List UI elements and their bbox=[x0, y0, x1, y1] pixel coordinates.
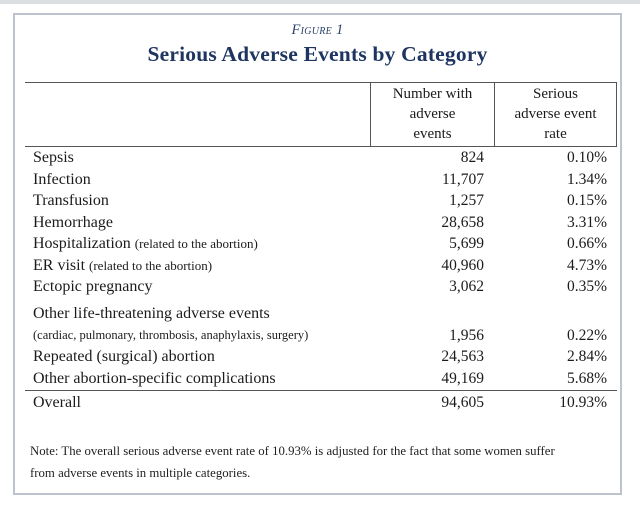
table-header-row: Number with adverse events Serious adver… bbox=[25, 82, 617, 147]
category-qualifier: (cardiac, pulmonary, thrombosis, anaphyl… bbox=[33, 327, 309, 342]
cell-category: Overall bbox=[33, 394, 81, 411]
cell-number: 49,169 bbox=[441, 369, 484, 387]
cell-category: ER visit (related to the abortion) bbox=[25, 255, 370, 277]
footnote-text: Note: The overall serious adverse event … bbox=[30, 440, 620, 484]
header-line: adverse bbox=[409, 106, 456, 122]
header-line: rate bbox=[544, 126, 567, 142]
cell-number: 11,707 bbox=[441, 170, 484, 188]
cell-rate: 0.10% bbox=[566, 149, 607, 166]
cell-rate: 0.15% bbox=[566, 192, 607, 209]
category-label: ER visit bbox=[33, 256, 86, 274]
cell-category: Other abortion-specific complications bbox=[33, 369, 276, 387]
cell-rate: 5.68% bbox=[566, 369, 607, 387]
footnote-line: Note: The overall serious adverse event … bbox=[30, 444, 555, 458]
column-header-number: Number with adverse events bbox=[370, 83, 494, 146]
table-row-transfusion: Transfusion 1,257 0.15% bbox=[25, 190, 617, 212]
footnote-line: from adverse events in multiple categori… bbox=[30, 466, 251, 480]
cell-number: 824 bbox=[460, 149, 484, 166]
category-qualifier: (related to the abortion) bbox=[89, 257, 213, 273]
header-line: adverse event bbox=[514, 106, 597, 122]
table-row-hospitalization: Hospitalization (related to the abortion… bbox=[25, 233, 617, 255]
column-header-category bbox=[25, 83, 370, 146]
table-row-sepsis: Sepsis 824 0.10% bbox=[25, 147, 617, 169]
table-row-er-visit: ER visit (related to the abortion) 40,96… bbox=[25, 255, 617, 277]
page-title: Serious Adverse Events by Category bbox=[147, 42, 488, 66]
cell-category: Infection bbox=[33, 170, 91, 188]
category-label: Hospitalization bbox=[33, 235, 131, 252]
adverse-events-table: Number with adverse events Serious adver… bbox=[25, 82, 617, 414]
cell-number: 3,062 bbox=[449, 278, 484, 295]
cell-number: 1,956 bbox=[449, 326, 484, 344]
header-line: Number with bbox=[392, 86, 473, 102]
table-row-ectopic-pregnancy: Ectopic pregnancy 3,062 0.35% bbox=[25, 276, 617, 298]
cell-category: Repeated (surgical) abortion bbox=[33, 348, 215, 365]
table-row-overall: Overall 94,605 10.93% bbox=[25, 391, 617, 414]
cell-rate: 10.93% bbox=[559, 394, 607, 411]
cell-number: 40,960 bbox=[441, 256, 484, 274]
cell-category: Ectopic pregnancy bbox=[33, 278, 153, 295]
cell-rate: 1.34% bbox=[566, 170, 607, 188]
cell-rate: 2.84% bbox=[566, 348, 607, 365]
figure-panel: Figure 1 Serious Adverse Events by Categ… bbox=[13, 13, 622, 495]
table-row-other-life-threatening: Other life-threatening adverse events (c… bbox=[25, 303, 617, 347]
category-main-line: Other life-threatening adverse events bbox=[25, 303, 617, 325]
cell-number: 1,257 bbox=[449, 192, 484, 209]
cell-rate: 0.66% bbox=[566, 235, 607, 252]
column-header-rate: Serious adverse event rate bbox=[494, 83, 617, 146]
category-qualifier-line: (cardiac, pulmonary, thrombosis, anaphyl… bbox=[25, 325, 617, 347]
page-top-edge bbox=[0, 0, 640, 4]
header-line: Serious bbox=[533, 86, 578, 102]
cell-number: 24,563 bbox=[441, 348, 484, 365]
cell-number: 94,605 bbox=[441, 394, 484, 411]
figure-label: Figure 1 bbox=[291, 22, 344, 38]
cell-rate: 4.73% bbox=[566, 256, 607, 274]
table-row-repeated-abortion: Repeated (surgical) abortion 24,563 2.84… bbox=[25, 346, 617, 368]
cell-number: 5,699 bbox=[449, 235, 484, 252]
cell-rate: 3.31% bbox=[566, 213, 607, 231]
cell-category: Transfusion bbox=[33, 192, 109, 209]
cell-category: Other life-threatening adverse events bbox=[33, 304, 270, 322]
cell-number: 28,658 bbox=[441, 213, 484, 231]
cell-rate: 0.22% bbox=[566, 326, 607, 344]
cell-category: Hospitalization (related to the abortion… bbox=[25, 233, 370, 255]
category-qualifier: (related to the abortion) bbox=[134, 236, 258, 251]
cell-category: Sepsis bbox=[33, 149, 74, 166]
overall-divider-line bbox=[25, 390, 617, 391]
table-row-infection: Infection 11,707 1.34% bbox=[25, 169, 617, 191]
header-line: events bbox=[413, 126, 452, 142]
table-row-hemorrhage: Hemorrhage 28,658 3.31% bbox=[25, 212, 617, 234]
cell-category: Hemorrhage bbox=[33, 213, 113, 231]
cell-rate: 0.35% bbox=[566, 278, 607, 295]
table-row-other-complications: Other abortion-specific complications 49… bbox=[25, 368, 617, 390]
